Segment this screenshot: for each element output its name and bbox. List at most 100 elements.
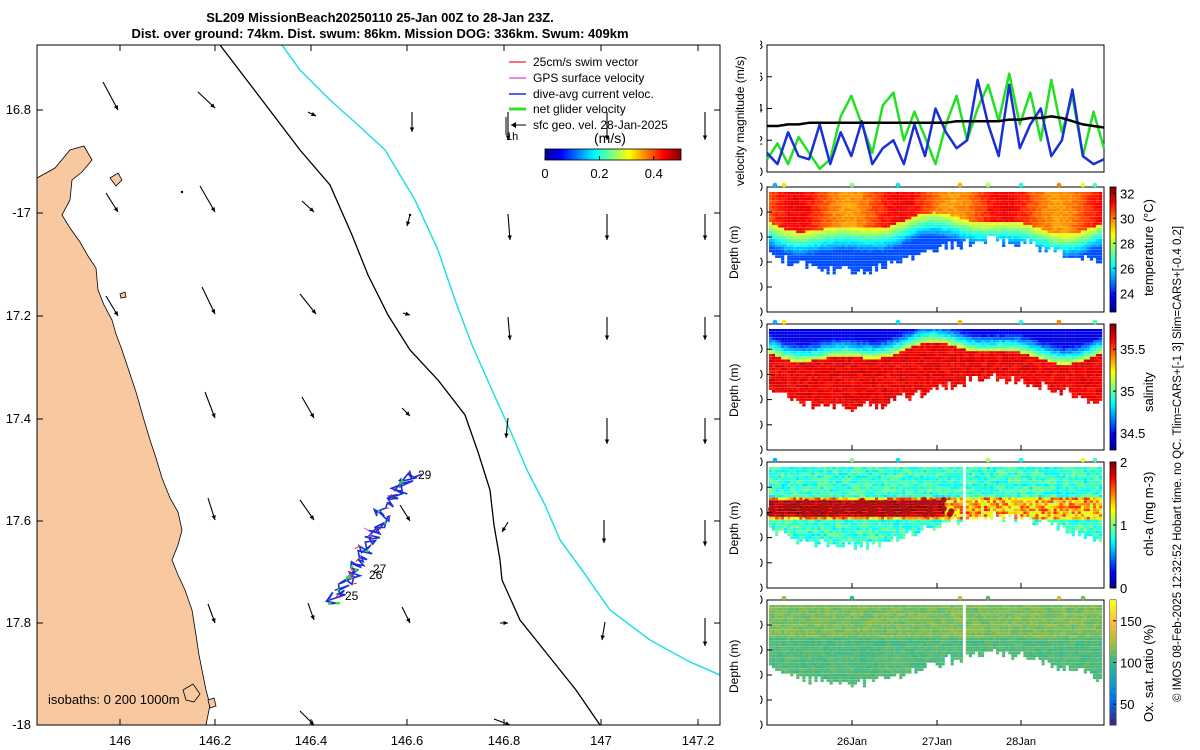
profile-sample: [1092, 192, 1097, 195]
profile-sample: [856, 249, 860, 253]
profile-sample: [1026, 208, 1030, 212]
profile-sample: [1062, 216, 1066, 220]
profile-sample: [893, 392, 897, 396]
profile-sample: [917, 211, 921, 214]
profile-sample: [775, 370, 779, 374]
profile-sample: [823, 362, 827, 365]
depth-tick-label: 60: [760, 255, 763, 269]
profile-sample: [1023, 337, 1027, 340]
profile-sample: [944, 331, 948, 335]
profile-sample: [838, 194, 842, 198]
profile-sample: [887, 219, 891, 223]
profile-sample: [932, 345, 936, 349]
profile-sample: [1032, 340, 1036, 343]
profile-sample: [987, 211, 991, 214]
profile-sample: [832, 263, 836, 267]
profile-sample: [844, 348, 848, 351]
profile-sample: [1044, 373, 1048, 376]
profile-sample: [938, 359, 942, 363]
profile-sample: [884, 192, 888, 195]
profile-sample: [977, 194, 982, 198]
profile-sample: [853, 241, 857, 245]
profile-sample: [862, 387, 866, 390]
profile-sample: [996, 203, 1000, 206]
profile-sample: [923, 359, 927, 363]
lon-tick-label: 146.6: [391, 733, 424, 748]
profile-sample: [881, 230, 885, 234]
profile-sample: [790, 255, 794, 258]
profile-sample: [938, 351, 942, 354]
profile-sample: [884, 356, 888, 360]
profile-sample: [899, 203, 903, 206]
profile-sample: [832, 345, 836, 349]
profile-sample: [781, 384, 785, 388]
profile-sample: [956, 340, 960, 343]
profile-sample: [983, 236, 988, 239]
profile-sample: [778, 216, 782, 220]
profile-sample: [935, 216, 939, 220]
profile-sample: [977, 236, 982, 239]
profile-sample: [841, 263, 845, 267]
profile-sample: [826, 387, 830, 390]
profile-sample: [817, 216, 821, 220]
profile-sample: [787, 378, 791, 382]
profile-sample: [902, 255, 906, 258]
profile-sample: [856, 194, 860, 198]
profile-sample: [802, 194, 806, 198]
profile-sample: [811, 236, 815, 239]
profile-sample: [990, 230, 994, 234]
profile-sample: [1041, 238, 1045, 242]
profile-sample: [853, 247, 857, 250]
profile-sample: [875, 381, 879, 385]
profile-sample: [887, 387, 891, 390]
profile-sample: [853, 387, 857, 390]
profile-sample: [996, 337, 1000, 340]
profile-sample: [1011, 365, 1015, 368]
scale-label-1h: 1h: [506, 131, 518, 143]
profile-sample: [814, 216, 818, 220]
profile-sample: [1038, 356, 1042, 360]
profile-sample: [878, 238, 882, 242]
profile-sample: [805, 331, 809, 335]
profile-sample: [917, 247, 921, 250]
profile-sample: [971, 351, 975, 354]
profile-sample: [829, 373, 833, 376]
profile-sample: [884, 381, 888, 385]
profile-sample: [881, 227, 885, 231]
profile-sample: [911, 255, 915, 258]
profile-sample: [1065, 241, 1069, 245]
profile-sample: [784, 367, 788, 371]
profile-sample: [796, 236, 800, 239]
profile-sample: [796, 255, 800, 258]
profile-sample: [805, 340, 809, 343]
profile-sample: [959, 192, 963, 195]
profile-sample: [926, 376, 930, 379]
profile-sample: [929, 329, 933, 332]
profile-sample: [1086, 200, 1091, 203]
profile-sample: [935, 345, 939, 349]
profile-sample: [838, 260, 842, 264]
profile-sample: [823, 258, 827, 261]
profile-sample: [790, 334, 794, 338]
profile-sample: [814, 362, 818, 365]
profile-sample: [1011, 197, 1015, 201]
profile-sample: [977, 348, 982, 351]
profile-sample: [1062, 255, 1066, 258]
profile-sample: [844, 260, 848, 264]
profile-sample: [856, 197, 860, 201]
profile-sample: [835, 225, 839, 228]
profile-sample: [826, 269, 830, 272]
profile-sample: [899, 381, 903, 385]
profile-sample: [956, 345, 960, 349]
profile-sample: [802, 329, 806, 332]
profile-sample: [1059, 222, 1063, 225]
profile-sample: [1080, 252, 1084, 256]
profile-sample: [1008, 219, 1012, 223]
profile-sample: [1099, 222, 1103, 225]
profile-sample: [829, 392, 833, 396]
profile-sample: [1008, 225, 1012, 228]
profile-sample: [865, 238, 870, 242]
profile-sample: [796, 197, 800, 201]
profile-sample: [1035, 216, 1039, 220]
profile-sample: [856, 269, 860, 272]
